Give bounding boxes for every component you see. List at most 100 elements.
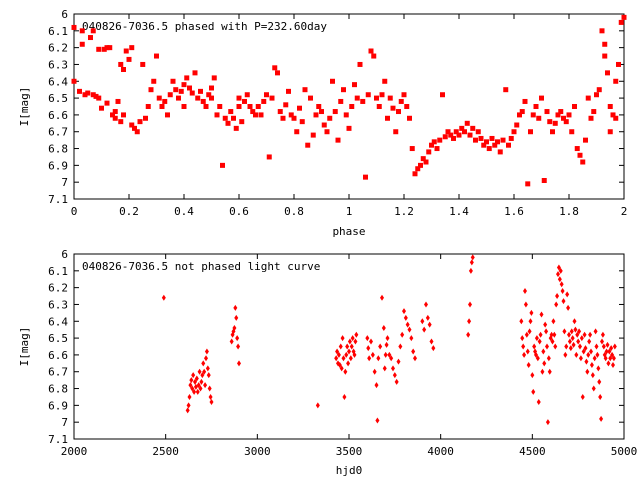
phased-data-point [599,28,605,34]
phased-data-point [319,109,324,115]
phased-data-point [176,95,181,101]
phased-data-point [217,104,223,109]
phased-data-point [434,146,440,152]
phased-data-point [228,109,234,115]
unphased-y-tick-label: 7 [61,416,68,429]
phased-plot-y-axis-label: I[mag] [18,87,31,127]
phased-data-point [118,119,124,125]
unphased-data-point [520,335,525,342]
phased-data-point [354,95,360,101]
unphased-data-point [609,345,614,352]
phased-data-point [181,82,187,88]
phased-data-point [420,156,426,162]
unphased-data-point [347,338,352,345]
phased-data-point [181,104,187,109]
unphased-data-point [521,343,526,350]
unphased-data-point [589,362,594,368]
phased-data-point [550,129,555,135]
phased-data-point [517,112,522,118]
unphased-data-point [611,362,615,368]
phased-x-tick-label: 0.4 [174,205,194,218]
unphased-data-point [191,372,196,379]
phased-data-point [200,98,206,104]
phased-data-point [489,135,495,141]
phased-data-point [189,90,195,96]
unphased-data-point [398,343,403,350]
unphased-data-point [524,331,529,338]
unphased-data-point [531,388,536,395]
unphased-data-point [374,382,379,389]
phased-data-point [231,115,236,121]
unphased-data-point [568,345,573,352]
phased-data-point [112,115,118,121]
phased-data-point [132,125,137,131]
phased-data-point [242,98,247,104]
unphased-plot-x-axis-label: hjd0 [336,464,363,477]
phased-data-point [165,112,170,118]
phased-data-point [607,129,613,135]
unphased-data-point [199,378,204,385]
unphased-data-point [592,355,597,362]
phased-data-point [123,48,129,54]
phased-data-point [79,28,85,34]
phased-data-point [401,92,407,98]
phased-data-point [225,120,231,126]
phased-data-point [167,92,173,98]
phased-data-point [506,142,511,148]
phased-data-point [500,137,506,143]
phased-data-point [294,129,300,135]
unphased-data-point [539,311,544,318]
phased-data-point [79,41,85,47]
unphased-data-point [234,314,239,321]
unphased-data-point [468,301,472,308]
phased-data-point [368,48,374,54]
unphased-data-point [600,338,604,345]
unphased-data-point [527,328,532,335]
phased-data-point [481,142,487,148]
phased-data-point [310,132,316,138]
phased-data-point [357,61,363,67]
phased-data-point [442,134,448,140]
unphased-data-point [577,328,582,335]
phased-data-point [88,35,93,41]
phased-data-point [541,178,547,183]
unphased-data-point [526,362,531,368]
phased-data-point [596,87,602,93]
phased-data-point [396,109,401,115]
unphased-y-tick-label: 6.9 [48,399,68,412]
phased-data-point [440,92,445,98]
phased-data-point [129,45,135,51]
phased-data-point [445,129,451,135]
phased-data-point [528,129,533,135]
phased-data-point [577,152,583,158]
unphased-data-point [593,328,598,335]
unphased-data-point [189,377,194,384]
phased-data-point [96,46,102,52]
unphased-data-point [599,415,604,422]
unphased-data-point [427,321,432,328]
unphased-data-point [353,338,358,345]
phased-data-point [272,65,278,71]
unphased-data-point [544,328,549,335]
unphased-data-point [611,355,616,362]
unphased-data-point [232,325,237,331]
phased-data-point [143,115,148,121]
unphased-data-point [606,360,611,367]
phased-y-tick-label: 6.8 [48,143,68,156]
unphased-data-point [538,331,543,338]
phased-data-point [418,162,423,168]
unphased-data-point [200,372,205,379]
unphased-data-point [589,348,593,355]
unphased-data-point [346,360,351,367]
phased-data-point [96,95,102,101]
unphased-data-point [547,368,552,375]
unphased-data-point [559,281,564,288]
phased-data-point [291,115,297,121]
unphased-data-point [571,341,576,348]
phased-data-point [297,105,302,111]
unphased-data-point [394,378,399,385]
phased-x-tick-label: 1.4 [449,205,469,218]
unphased-data-point [519,318,524,325]
phased-data-point [387,95,393,101]
phased-data-point [360,98,366,104]
